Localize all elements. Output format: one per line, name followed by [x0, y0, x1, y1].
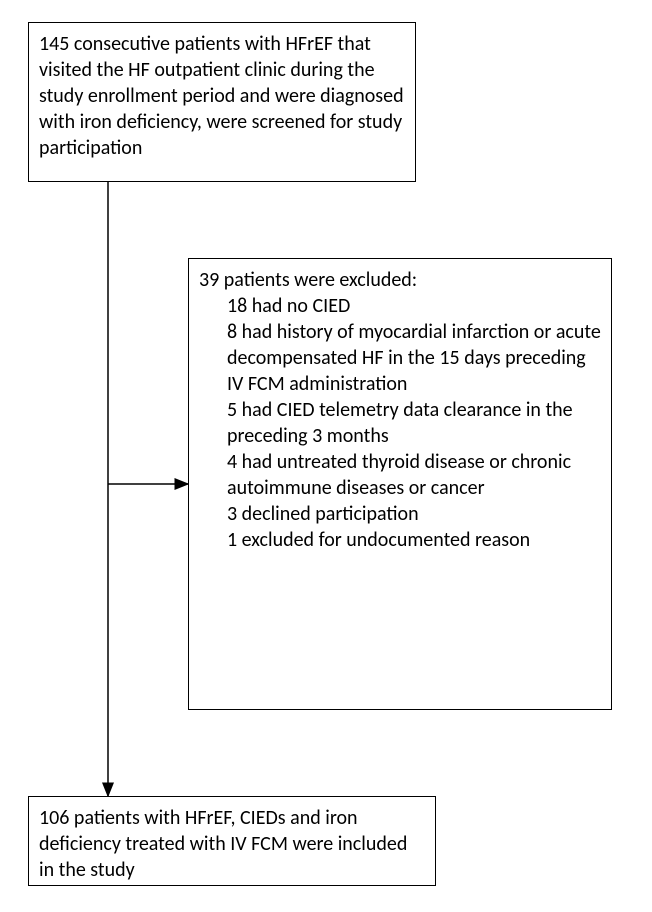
- exclusion-item-5: 1 excluded for undocumented reason: [199, 527, 601, 553]
- exclusion-item-4: 3 declined participation: [199, 501, 601, 527]
- inclusion-text: 106 patients with HFrEF, CIEDs and iron …: [39, 806, 407, 882]
- exclusion-item-3: 4 had untreated thyroid disease or chron…: [199, 449, 601, 501]
- screening-box: 145 consecutive patients with HFrEF that…: [28, 22, 416, 182]
- exclusion-box: 39 patients were excluded: 18 had no CIE…: [188, 258, 612, 710]
- inclusion-box: 106 patients with HFrEF, CIEDs and iron …: [28, 796, 436, 886]
- exclusion-lead: 39 patients were excluded:: [199, 267, 601, 293]
- screening-text: 145 consecutive patients with HFrEF that…: [39, 32, 404, 160]
- exclusion-item-1: 8 had history of myocardial infarction o…: [199, 319, 601, 397]
- exclusion-item-0: 18 had no CIED: [199, 293, 601, 319]
- exclusion-item-2: 5 had CIED telemetry data clearance in t…: [199, 397, 601, 449]
